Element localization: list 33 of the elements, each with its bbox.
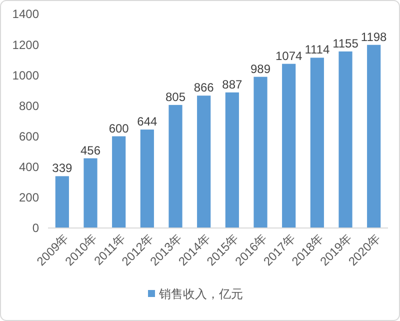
data-label: 866 [194,80,214,95]
data-label: 1155 [332,36,359,50]
legend-label: 销售收入，亿元 [158,287,243,302]
y-tick-label: 0 [32,221,40,236]
y-tick-label: 1200 [12,38,40,52]
data-label: 1074 [275,48,303,63]
bar [55,176,69,228]
data-label: 644 [137,114,158,129]
data-label: 887 [222,77,242,92]
data-label: 600 [108,121,130,136]
bar [197,96,211,228]
bar [140,130,154,228]
bar [282,64,296,228]
y-tick-label: 600 [18,129,40,144]
y-tick-label: 1400 [12,7,40,22]
data-label: 1114 [304,42,330,57]
data-label: 1198 [360,30,388,44]
bar [254,76,268,228]
y-tick-label: 400 [18,160,40,174]
bar [112,136,126,228]
bar [225,92,239,228]
bar [338,51,352,228]
y-tick-label: 800 [18,98,40,113]
bar [367,44,381,228]
data-label: 339 [52,161,72,176]
data-label: 989 [250,62,271,76]
data-label: 456 [80,143,101,158]
bar [310,58,324,228]
y-tick-label: 1000 [12,68,40,82]
y-tick-label: 200 [18,190,40,205]
bar [84,158,98,228]
bar [168,104,182,228]
data-label: 805 [165,90,186,104]
